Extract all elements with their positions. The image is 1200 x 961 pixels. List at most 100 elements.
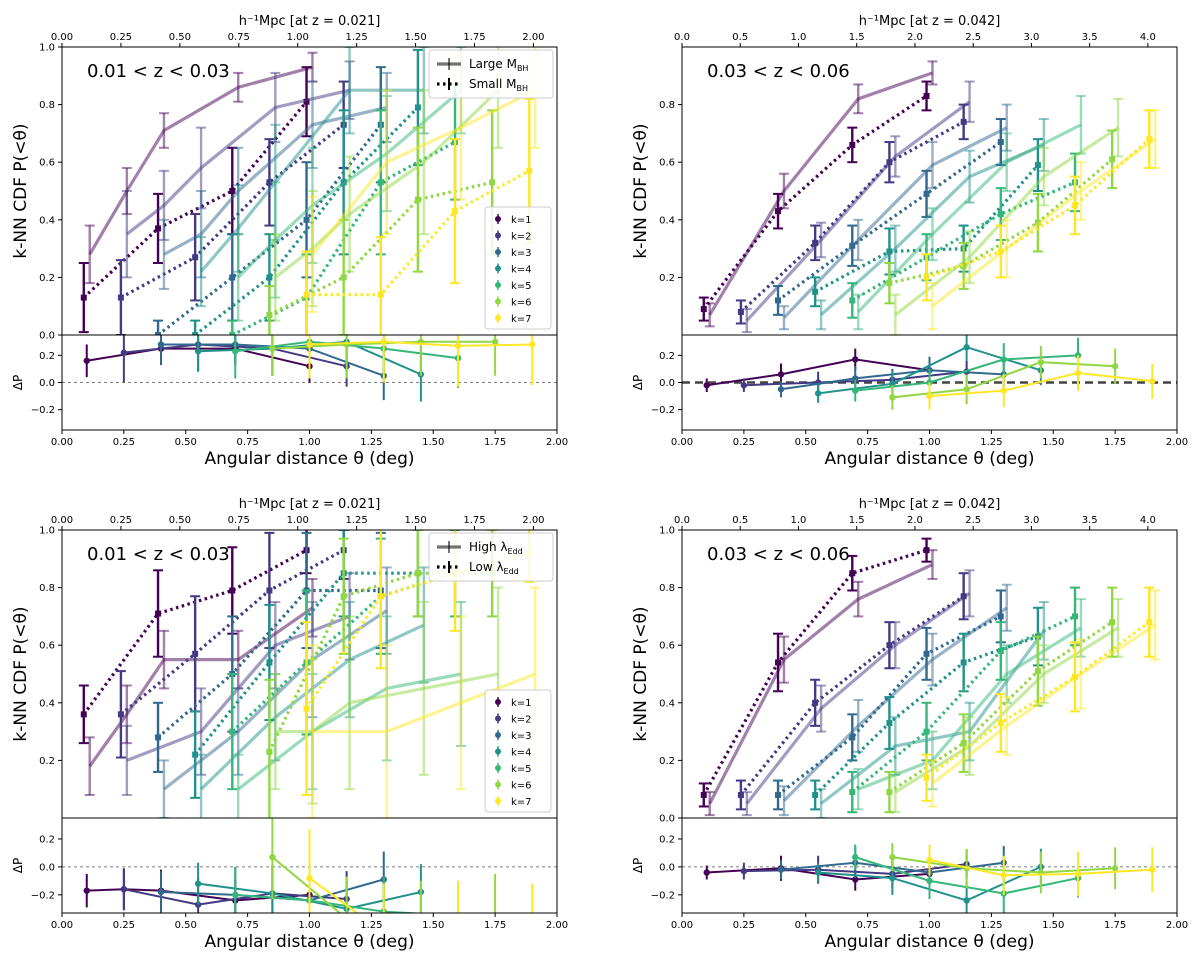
marker-k4-square xyxy=(192,332,199,335)
top-tick-label: 1.00 xyxy=(287,32,309,43)
marker-k4-square xyxy=(812,791,819,798)
marker-k6-square xyxy=(960,740,967,747)
k-legend-marker xyxy=(495,249,501,255)
x-tick-label: 0.75 xyxy=(236,920,258,931)
marker-k1-square xyxy=(80,294,87,301)
x-tick-label: 0.25 xyxy=(113,920,135,931)
marker-k1-square xyxy=(80,711,87,718)
y-tick-label: 0.6 xyxy=(39,158,55,169)
delta-marker-k7 xyxy=(529,922,535,928)
marker-k7-square xyxy=(923,274,930,281)
top-tick-label: 1.25 xyxy=(346,515,368,526)
marker-k7-square xyxy=(303,291,310,298)
marker-k4-square xyxy=(886,248,893,255)
marker-k2-square xyxy=(192,650,199,657)
top-tick-label: 0.5 xyxy=(732,32,748,43)
marker-k6-square xyxy=(1109,619,1116,626)
y-tick-label: 0.8 xyxy=(659,583,675,594)
delta-marker-k7 xyxy=(926,392,933,400)
redshift-label: 0.01 < z < 0.03 xyxy=(87,544,230,565)
y-tick-label: 0.2 xyxy=(39,273,55,284)
marker-k1-square xyxy=(849,141,856,148)
marker-k5-square xyxy=(377,179,384,186)
delta-axis-label: ΔP xyxy=(631,375,645,390)
k-legend-marker xyxy=(495,216,501,222)
x-tick-label: 2.00 xyxy=(546,437,568,448)
dy-tick-label: 0.0 xyxy=(659,862,675,873)
series-k7-solid-line xyxy=(931,137,1157,308)
marker-k1-square xyxy=(155,610,162,617)
marker-k4-square xyxy=(1034,162,1041,169)
delta-marker-k7 xyxy=(306,874,313,882)
top-tick-label: 1.00 xyxy=(287,515,309,526)
series-k4-dotted-line xyxy=(814,635,1039,797)
type-legend-label: Small MBH xyxy=(469,77,528,93)
k-legend-label: k=1 xyxy=(511,698,532,709)
y-axis-label: k-NN CDF P(<θ) xyxy=(631,606,651,741)
delta-marker-k6 xyxy=(1037,358,1045,366)
delta-marker-k6 xyxy=(269,345,276,352)
type-legend-sub: BH xyxy=(517,84,529,93)
delta-marker-k3 xyxy=(777,866,785,873)
marker-k4-square xyxy=(812,288,819,295)
series-k3-dotted-line xyxy=(777,140,1002,302)
marker-k2-square xyxy=(117,711,124,718)
x-tick-label: 0.75 xyxy=(856,920,878,931)
delta-marker-k5 xyxy=(926,877,933,885)
marker-k2-square xyxy=(886,159,893,166)
marker-k6-square xyxy=(266,748,273,755)
delta-marker-k5 xyxy=(1000,356,1007,363)
x-tick-label: 1.75 xyxy=(484,437,506,448)
y-tick-label: 1.0 xyxy=(659,526,675,537)
x-tick-label: 1.25 xyxy=(980,437,1002,448)
marker-k5-square xyxy=(849,297,856,304)
x-tick-label: 0.25 xyxy=(113,437,135,448)
delta-marker-k3 xyxy=(157,888,165,896)
marker-k1-square xyxy=(849,570,856,577)
marker-k2-square xyxy=(737,791,744,798)
y-tick-label: 0.6 xyxy=(659,641,675,652)
dy-tick-label: 0.2 xyxy=(39,834,55,845)
delta-series-group xyxy=(703,335,1156,410)
marker-k6-square xyxy=(414,570,421,577)
marker-k2-square xyxy=(266,587,273,594)
type-legend-box xyxy=(428,49,554,99)
delta-marker-k3 xyxy=(777,386,785,393)
delta-marker-k4 xyxy=(194,880,202,887)
marker-k4-square xyxy=(886,719,893,726)
top-tick-label: 2.5 xyxy=(965,32,981,43)
x-axis-label: Angular distance θ (deg) xyxy=(204,932,414,952)
top-tick-label: 0.50 xyxy=(169,515,191,526)
marker-k5-square xyxy=(997,647,1004,654)
x-tick-label: 1.25 xyxy=(360,437,382,448)
top-axis-label: h⁻¹Mpc [at z = 0.021] xyxy=(239,14,381,29)
x-tick-label: 0.00 xyxy=(51,920,73,931)
marker-k5-square xyxy=(923,728,930,735)
k-legend-marker xyxy=(495,732,501,738)
y-tick-label: 0.8 xyxy=(39,583,55,594)
marker-k1-square xyxy=(923,92,930,99)
delta-marker-k1 xyxy=(703,869,710,876)
y-tick-label: 1.0 xyxy=(39,526,55,537)
marker-k1-square xyxy=(155,225,162,232)
delta-marker-k6 xyxy=(1111,865,1119,872)
series-k5-solid-line xyxy=(857,123,1082,314)
marker-k2-square xyxy=(960,593,967,600)
x-axis-label: Angular distance θ (deg) xyxy=(824,449,1034,469)
x-tick-label: 0.00 xyxy=(671,437,693,448)
k-legend-label: k=3 xyxy=(511,248,532,259)
delta-marker-k1 xyxy=(83,887,90,894)
marker-k3-square xyxy=(997,613,1004,620)
series-k2-solid-line xyxy=(745,592,971,805)
y-tick-label: 0.6 xyxy=(659,158,675,169)
delta-marker-k5 xyxy=(1074,352,1082,359)
k-legend-marker xyxy=(495,699,501,705)
top-axis-label: h⁻¹Mpc [at z = 0.042] xyxy=(859,497,1001,512)
marker-k6-square xyxy=(340,274,347,281)
marker-k3-square xyxy=(849,734,856,741)
marker-k7-square xyxy=(997,248,1004,255)
marker-k1-square xyxy=(775,208,782,215)
delta-marker-k6 xyxy=(269,853,276,861)
delta-series-group xyxy=(83,335,536,402)
